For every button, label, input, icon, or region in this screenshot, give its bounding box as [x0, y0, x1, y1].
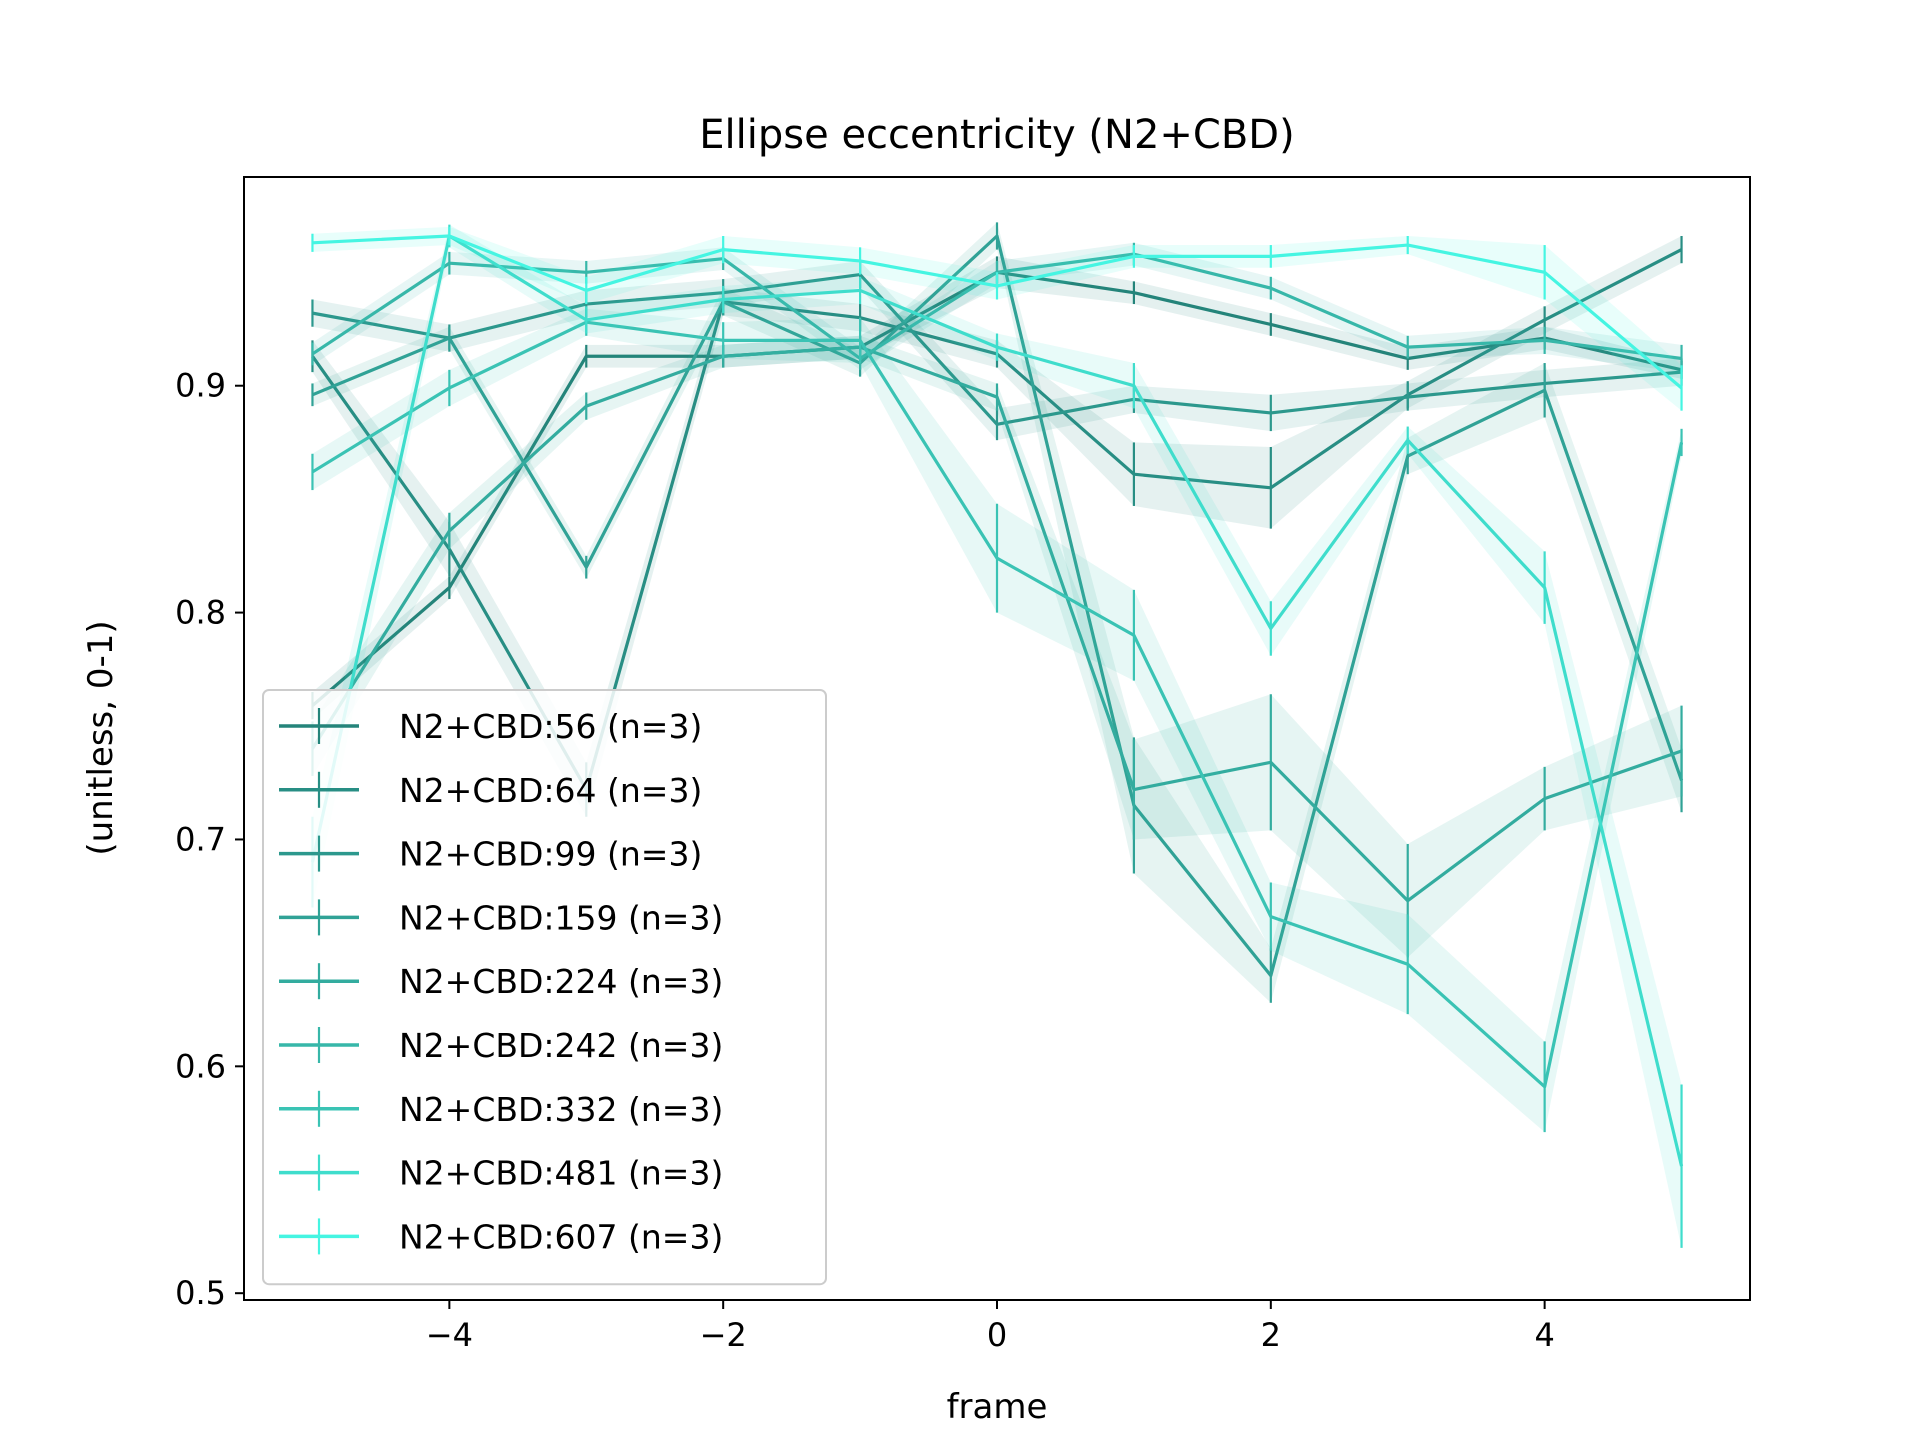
- x-tick-label: 2: [1261, 1316, 1281, 1354]
- x-tick-label: 4: [1534, 1316, 1554, 1354]
- y-tick-label: 0.9: [175, 367, 226, 405]
- legend-label: N2+CBD:159 (n=3): [399, 898, 723, 937]
- error-band-4: [312, 335, 1682, 958]
- legend-label: N2+CBD:242 (n=3): [399, 1026, 723, 1065]
- x-tick-label: −2: [700, 1316, 747, 1354]
- ticks-layer: −4 −2 0 2 4 0.5 0.6 0.7 0.8 0.9: [175, 367, 1555, 1354]
- legend-item: N2+CBD:224 (n=3): [279, 962, 723, 1001]
- legend-item: N2+CBD:56 (n=3): [279, 707, 702, 746]
- error-band-6: [312, 308, 1682, 1133]
- legend-label: N2+CBD:56 (n=3): [399, 707, 702, 746]
- y-tick-label: 0.8: [175, 594, 226, 632]
- plot-area: [310, 222, 1684, 1248]
- x-tick-label: −4: [426, 1316, 473, 1354]
- error-band-5: [312, 242, 1682, 373]
- legend-item: N2+CBD:481 (n=3): [279, 1154, 723, 1193]
- legend-item: N2+CBD:332 (n=3): [279, 1090, 723, 1129]
- y-tick-label: 0.5: [175, 1274, 226, 1312]
- legend-label: N2+CBD:607 (n=3): [399, 1217, 723, 1256]
- legend-item: N2+CBD:99 (n=3): [279, 835, 702, 874]
- legend-item: N2+CBD:64 (n=3): [279, 771, 702, 810]
- error-band-8: [312, 226, 1682, 411]
- chart-title: Ellipse eccentricity (N2+CBD): [699, 112, 1294, 158]
- legend-item: N2+CBD:159 (n=3): [279, 898, 723, 937]
- x-axis-label: frame: [947, 1387, 1048, 1427]
- series-layer: [310, 222, 1684, 1248]
- legend-item: N2+CBD:607 (n=3): [279, 1217, 723, 1256]
- legend-label: N2+CBD:481 (n=3): [399, 1154, 723, 1193]
- legend-label: N2+CBD:224 (n=3): [399, 962, 723, 1001]
- y-tick-label: 0.6: [175, 1047, 226, 1085]
- legend-label: N2+CBD:332 (n=3): [399, 1090, 723, 1129]
- error-band-2: [312, 260, 1682, 441]
- legend-box: [262, 689, 827, 1286]
- y-axis-label: (unitless, 0-1): [81, 620, 121, 855]
- legend-item: N2+CBD:242 (n=3): [279, 1026, 723, 1065]
- legend-label: N2+CBD:64 (n=3): [399, 771, 702, 810]
- x-tick-label: 0: [987, 1316, 1007, 1354]
- legend-label: N2+CBD:99 (n=3): [399, 835, 702, 874]
- legend: N2+CBD:56 (n=3) N2+CBD:64 (n=3) N2+CBD:99 …: [262, 689, 827, 1286]
- y-tick-label: 0.7: [175, 820, 226, 858]
